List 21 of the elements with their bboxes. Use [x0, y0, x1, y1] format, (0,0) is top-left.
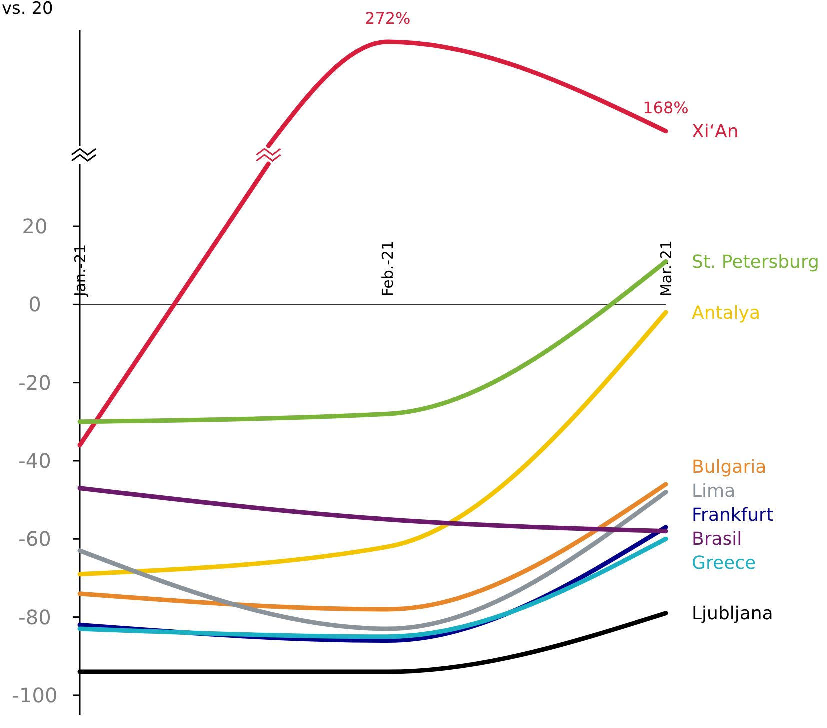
series-label: Xi‘An: [692, 122, 739, 143]
y-tick-label: -40: [18, 448, 52, 473]
y-tick-label: -80: [18, 605, 52, 630]
x-tick-label: Feb.-21: [379, 240, 398, 297]
series-label: Antalya: [692, 302, 760, 324]
y-tick-label: 0: [28, 292, 42, 317]
y-tick-label: -20: [18, 370, 52, 395]
series-label: Frankfurt: [692, 505, 774, 526]
x-tick-label: Mar.-21: [657, 240, 676, 297]
y-tick-label: -100: [12, 683, 58, 708]
series-label: Brasil: [692, 529, 742, 550]
series-label: Ljubljana: [692, 604, 774, 625]
series-label: St. Petersburg: [692, 252, 820, 273]
data-label: 272%: [365, 9, 411, 28]
series-label: Lima: [692, 481, 736, 502]
y-tick-label: 20: [22, 214, 48, 239]
data-label: 168%: [643, 98, 689, 118]
series-label: Bulgaria: [692, 457, 767, 478]
y-axis-title: vs. 20: [2, 0, 54, 19]
y-tick-label: -60: [18, 527, 52, 552]
series-label: Greece: [692, 553, 756, 574]
